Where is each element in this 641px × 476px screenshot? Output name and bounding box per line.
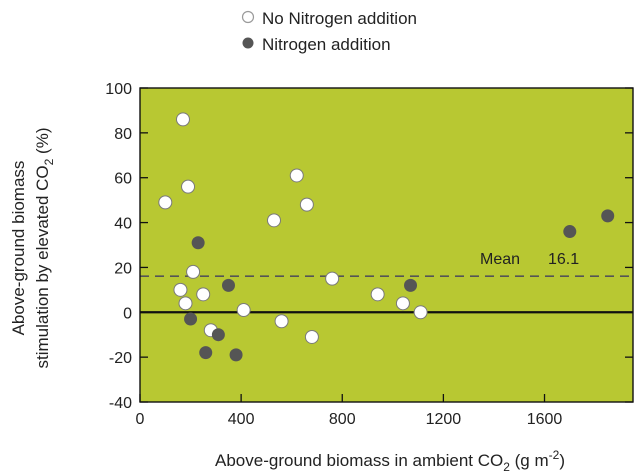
point-no-nitrogen — [304, 329, 319, 344]
legend-label-nitrogen: Nitrogen addition — [262, 35, 391, 54]
y-tick-label: 40 — [114, 216, 132, 233]
y-tick-label: 20 — [114, 260, 132, 277]
point-no-nitrogen — [325, 271, 340, 286]
point-nitrogen — [229, 348, 243, 362]
x-axis-label: Above-ground biomass in ambient CO2 (g m… — [215, 448, 565, 474]
y-axis-ticks: -40 -20 0 20 40 60 80 100 — [105, 81, 633, 412]
y-tick-label: 100 — [105, 81, 132, 98]
plot-area — [140, 88, 633, 402]
y-axis-label: Above-ground biomass stimulation by elev… — [9, 127, 56, 368]
x-tick-label: 800 — [329, 411, 356, 428]
point-nitrogen — [404, 278, 418, 292]
point-no-nitrogen — [181, 179, 196, 194]
plot-frame — [139, 87, 634, 403]
point-no-nitrogen — [196, 287, 211, 302]
data-points — [158, 112, 615, 362]
point-no-nitrogen — [370, 287, 385, 302]
point-nitrogen — [563, 225, 577, 239]
point-no-nitrogen — [186, 264, 201, 279]
point-nitrogen — [199, 346, 213, 360]
x-axis-ticks: 0 400 800 1200 1600 — [136, 394, 563, 428]
point-no-nitrogen — [266, 213, 281, 228]
y-tick-label: 0 — [123, 305, 132, 322]
y-tick-label: -20 — [109, 350, 132, 367]
point-no-nitrogen — [413, 305, 428, 320]
legend-marker-no-nitrogen — [241, 10, 255, 24]
mean-annotation-value: 16.1 — [548, 251, 579, 268]
y-axis-label-line2: stimulation by elevated CO2 (%) — [33, 127, 56, 368]
point-no-nitrogen — [289, 168, 304, 183]
x-tick-label: 0 — [136, 411, 145, 428]
mean-annotation-label: Mean — [480, 251, 520, 268]
point-no-nitrogen — [173, 282, 188, 297]
x-tick-label: 1600 — [527, 411, 563, 428]
y-tick-label: 80 — [114, 126, 132, 143]
y-axis-label-line1: Above-ground biomass — [9, 161, 28, 336]
point-nitrogen — [211, 328, 225, 342]
point-no-nitrogen — [395, 296, 410, 311]
point-nitrogen — [191, 236, 205, 250]
point-no-nitrogen — [299, 197, 314, 212]
point-no-nitrogen — [274, 314, 289, 329]
legend-label-no-nitrogen: No Nitrogen addition — [262, 9, 417, 28]
point-no-nitrogen — [175, 112, 190, 127]
y-tick-label: 60 — [114, 171, 132, 188]
x-tick-label: 1200 — [426, 411, 462, 428]
legend: No Nitrogen addition Nitrogen addition — [241, 9, 417, 54]
point-nitrogen — [184, 312, 198, 326]
legend-marker-nitrogen — [242, 37, 254, 49]
point-no-nitrogen — [158, 195, 173, 210]
x-tick-label: 400 — [228, 411, 255, 428]
point-no-nitrogen — [178, 296, 193, 311]
point-nitrogen — [601, 209, 615, 223]
y-tick-label: -40 — [109, 395, 132, 412]
point-nitrogen — [221, 278, 235, 292]
point-no-nitrogen — [236, 303, 251, 318]
